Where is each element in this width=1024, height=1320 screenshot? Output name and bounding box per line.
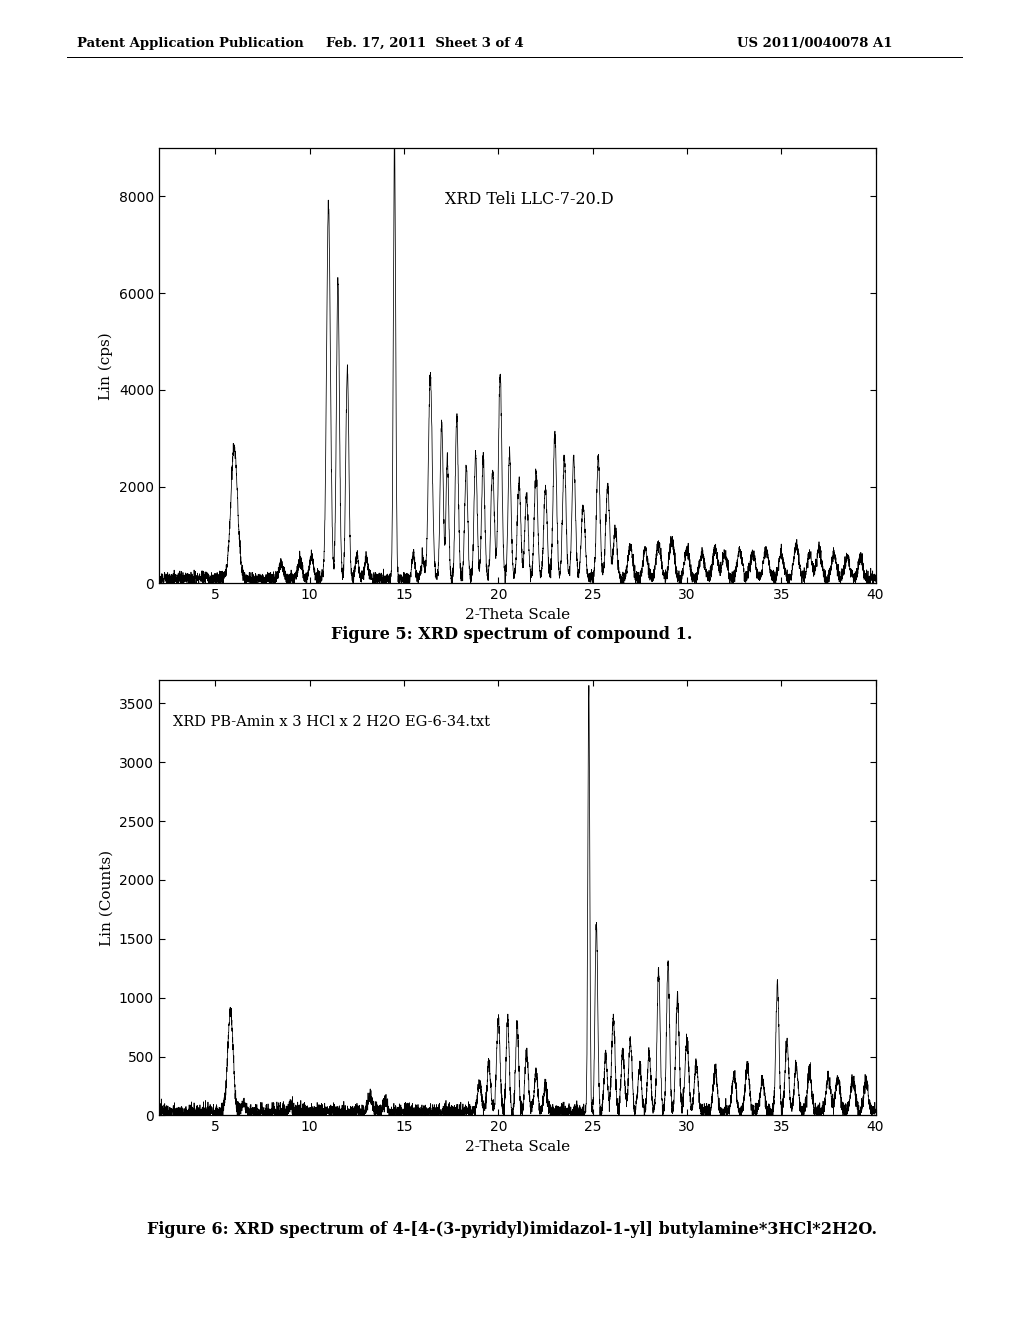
X-axis label: 2-Theta Scale: 2-Theta Scale bbox=[465, 1139, 569, 1154]
Text: Patent Application Publication: Patent Application Publication bbox=[77, 37, 303, 50]
Y-axis label: Lin (cps): Lin (cps) bbox=[98, 331, 114, 400]
Y-axis label: Lin (Counts): Lin (Counts) bbox=[99, 850, 114, 945]
Text: XRD PB-Amin x 3 HCl x 2 H2O EG-6-34.txt: XRD PB-Amin x 3 HCl x 2 H2O EG-6-34.txt bbox=[173, 714, 490, 729]
Text: Figure 6: XRD spectrum of 4-[4-(3-pyridyl)imidazol-1-yl] butylamine*3HCl*2H2O.: Figure 6: XRD spectrum of 4-[4-(3-pyridy… bbox=[147, 1221, 877, 1238]
Text: Figure 5: XRD spectrum of compound 1.: Figure 5: XRD spectrum of compound 1. bbox=[332, 626, 692, 643]
Text: XRD Teli LLC-7-20.D: XRD Teli LLC-7-20.D bbox=[445, 191, 614, 209]
Text: US 2011/0040078 A1: US 2011/0040078 A1 bbox=[737, 37, 893, 50]
X-axis label: 2-Theta Scale: 2-Theta Scale bbox=[465, 607, 569, 622]
Text: Feb. 17, 2011  Sheet 3 of 4: Feb. 17, 2011 Sheet 3 of 4 bbox=[326, 37, 524, 50]
